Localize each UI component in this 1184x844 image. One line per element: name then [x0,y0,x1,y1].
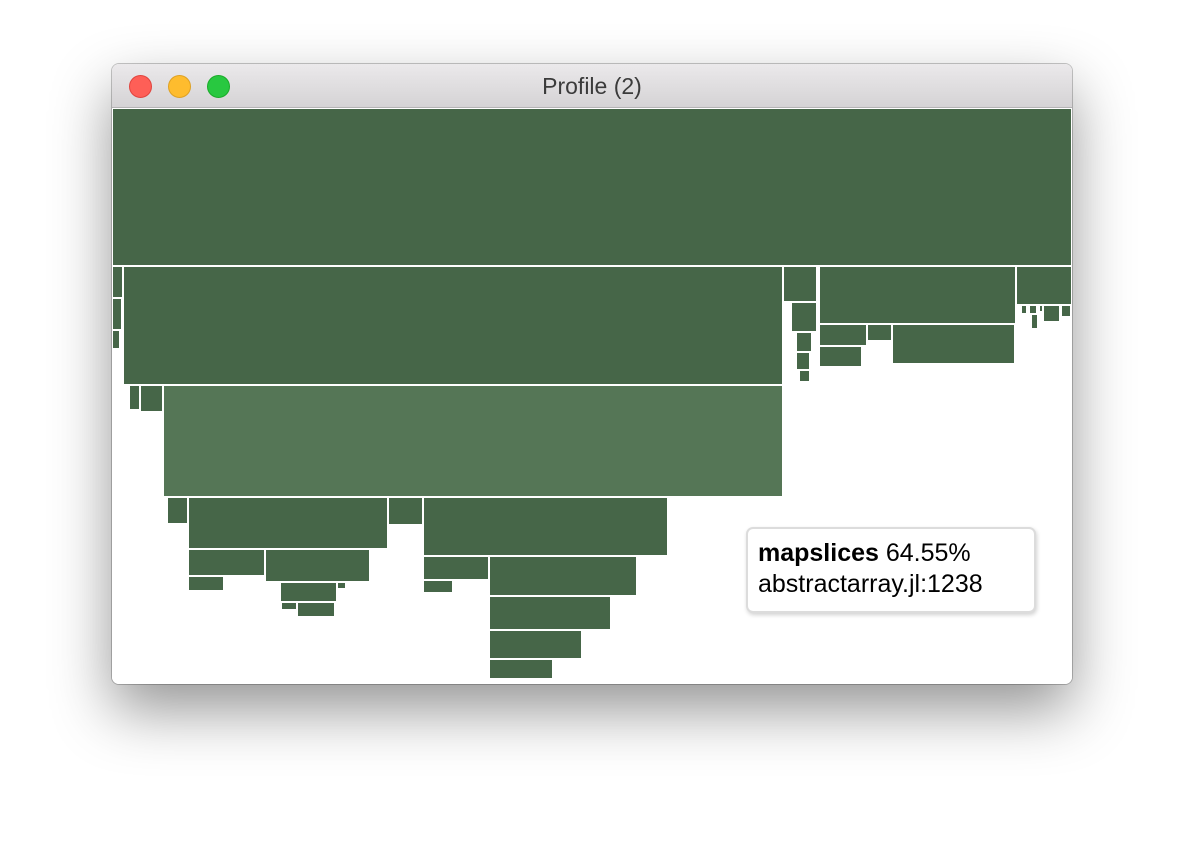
close-button[interactable] [129,75,152,98]
tooltip-function: mapslices [758,539,879,567]
flame-frame[interactable] [818,323,868,347]
flame-frame[interactable] [112,108,1072,267]
flame-frame[interactable] [139,384,164,413]
title-bar[interactable]: Profile (2) [112,64,1072,108]
tooltip-percent: 64.55% [885,539,971,567]
flame-frame[interactable] [112,265,124,299]
flame-frame[interactable] [866,323,893,342]
flame-graph[interactable] [112,108,1072,684]
minimize-button[interactable] [168,75,191,98]
flame-frame[interactable] [112,297,123,331]
flame-frame[interactable] [1030,313,1039,330]
flame-frame[interactable] [488,555,638,597]
flame-frame[interactable] [280,601,298,611]
flame-frame[interactable] [112,329,121,350]
flame-frame[interactable] [187,575,225,592]
flame-frame[interactable] [422,579,454,594]
flame-frame[interactable] [782,265,818,303]
flame-frame[interactable] [795,331,813,353]
flame-frame[interactable] [122,265,784,386]
zoom-button[interactable] [207,75,230,98]
flame-frame[interactable] [488,658,554,680]
flame-frame[interactable] [488,595,612,631]
flame-frame[interactable] [187,496,389,550]
flame-frame[interactable] [387,496,424,526]
flame-frame[interactable] [128,384,141,411]
flame-graph-canvas[interactable]: mapslices 64.55% abstractarray.jl:1238 [112,108,1072,684]
flame-frame[interactable] [1020,304,1028,315]
flame-frame[interactable] [790,301,818,333]
flame-frame[interactable] [818,345,863,368]
window-title: Profile (2) [542,73,642,99]
flame-frame[interactable] [1015,265,1072,306]
profile-window: Profile (2) mapslices 64.55% abstractarr… [112,64,1072,684]
flame-frame[interactable] [798,369,811,383]
flame-frame[interactable] [279,581,338,603]
flame-frame-highlighted[interactable] [162,384,784,498]
flame-frame[interactable] [818,265,1017,325]
flame-frame[interactable] [1028,304,1038,315]
tooltip-location: abstractarray.jl:1238 [758,570,983,598]
flame-frame[interactable] [422,496,669,557]
flame-frame[interactable] [1042,304,1061,323]
flame-frame[interactable] [891,323,1016,365]
flame-frame[interactable] [336,581,347,590]
flame-frame[interactable] [1060,304,1072,318]
flame-frame[interactable] [187,548,266,577]
flame-frame[interactable] [488,629,583,660]
frame-tooltip: mapslices 64.55% abstractarray.jl:1238 [746,527,1036,613]
flame-frame[interactable] [296,601,336,618]
flame-frame[interactable] [795,351,811,371]
flame-frame[interactable] [166,496,189,525]
flame-frame[interactable] [264,548,371,583]
flame-frame[interactable] [422,555,490,581]
